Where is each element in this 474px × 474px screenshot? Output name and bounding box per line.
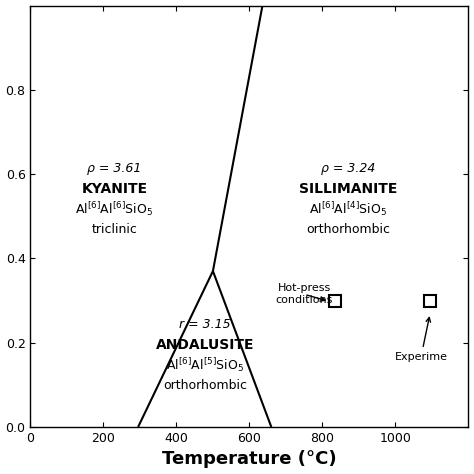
- Text: ρ = 3.61: ρ = 3.61: [87, 162, 142, 175]
- Text: orthorhombic: orthorhombic: [163, 379, 247, 392]
- Text: Al$^{[6]}$Al$^{[5]}$SiO$_5$: Al$^{[6]}$Al$^{[5]}$SiO$_5$: [166, 356, 244, 374]
- Text: Al$^{[6]}$Al$^{[6]}$SiO$_5$: Al$^{[6]}$Al$^{[6]}$SiO$_5$: [75, 200, 154, 218]
- Text: Hot-press
conditions: Hot-press conditions: [275, 283, 333, 305]
- Text: ρ = 3.24: ρ = 3.24: [321, 162, 375, 175]
- Text: Experime: Experime: [394, 318, 447, 362]
- Text: orthorhombic: orthorhombic: [306, 223, 390, 236]
- X-axis label: Temperature (°C): Temperature (°C): [162, 450, 337, 468]
- Text: KYANITE: KYANITE: [82, 182, 147, 196]
- Text: r = 3.15: r = 3.15: [179, 318, 231, 331]
- Text: triclinic: triclinic: [91, 223, 137, 236]
- Text: Al$^{[6]}$Al$^{[4]}$SiO$_5$: Al$^{[6]}$Al$^{[4]}$SiO$_5$: [309, 200, 387, 218]
- Text: SILLIMANITE: SILLIMANITE: [299, 182, 397, 196]
- Text: ANDALUSITE: ANDALUSITE: [155, 338, 254, 352]
